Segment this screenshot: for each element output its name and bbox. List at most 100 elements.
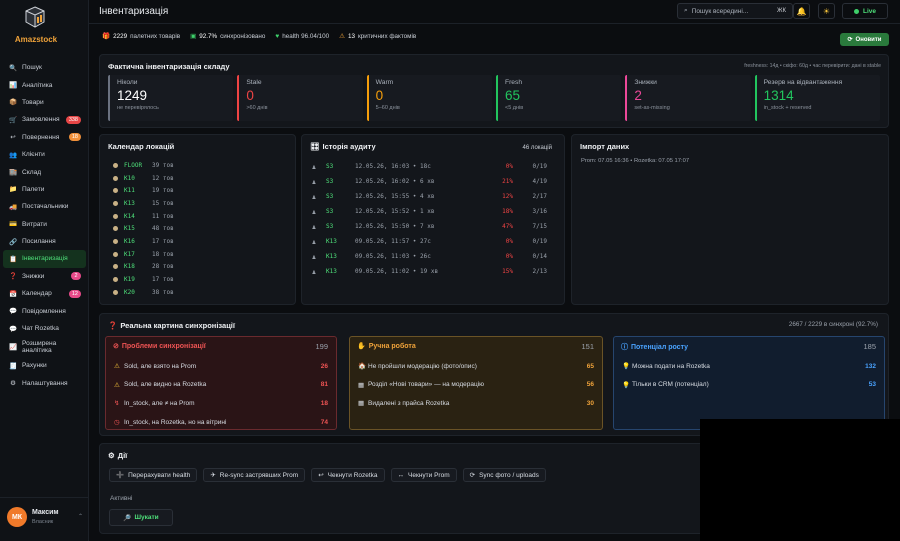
person-icon: ♟ [312, 222, 316, 231]
sun-icon: ☀ [822, 6, 831, 16]
calendar-row[interactable]: K19 17 тов [113, 273, 174, 286]
inventory-title: Фактична інвентаризація складу [108, 62, 230, 71]
sidebar-item-label: Знижки [22, 272, 45, 280]
audit-row[interactable]: ♟ K13 09.05.26, 11:57 • 27с 0% 0/19 [312, 234, 552, 249]
action-button[interactable]: ↩ Чекнути Rozetka [311, 468, 385, 482]
sidebar-item-badge: 338 [65, 115, 81, 124]
sidebar-item-label: Рахунки [22, 362, 47, 370]
sidebar-item[interactable]: 📊 Аналітика [3, 76, 86, 93]
sidebar-item-label: Інвентаризація [22, 255, 68, 263]
sync-row[interactable]: ◷ In_stock, на Rozetka, но на вітрині 74 [114, 413, 328, 432]
audit-row[interactable]: ♟ S3 12.05.26, 15:50 • 7 хв 47% 7/15 [312, 219, 552, 234]
sidebar-item[interactable]: 🚚 Постачальники [3, 198, 86, 215]
action-button[interactable]: ✈ Re-sync застрявших Prom [203, 468, 306, 482]
audit-row[interactable]: ♟ K13 09.05.26, 11:02 • 19 хв 15% 2/13 [312, 264, 552, 279]
search-icon: 🔎 [123, 514, 132, 522]
sync-row-icon: ⚠ [114, 381, 120, 389]
calendar-row[interactable]: K15 48 тов [113, 222, 174, 235]
audit-row[interactable]: ♟ K13 09.05.26, 11:03 • 26с 0% 0/14 [312, 249, 552, 264]
live-button[interactable]: Live [842, 3, 888, 19]
sidebar-item[interactable]: ⚙ Налаштування [3, 375, 86, 392]
calendar-row[interactable]: K14 11 тов [113, 210, 174, 223]
sync-row[interactable]: 💡 Тільки в CRM (потенціал) 53 [622, 376, 876, 395]
sidebar-item[interactable]: 📅 Календар 12 [3, 285, 86, 302]
inventory-card[interactable]: Резерв на відвантаження 1314 in_stock + re… [754, 75, 880, 121]
action-button[interactable]: ↔ Чекнути Prom [390, 468, 457, 482]
refresh-button[interactable]: ⟳ Оновити [840, 33, 889, 46]
sidebar-item[interactable]: 📦 Товари [3, 94, 86, 111]
sync-row[interactable]: ⚠ Sold, але видно на Rozetka 81 [114, 376, 328, 395]
sidebar-item-icon: 📅 [8, 290, 18, 298]
sidebar-item-icon: 🚚 [8, 203, 18, 211]
sync-row[interactable]: 🏠 Не пройшли модерацію (фото/опис) 65 [358, 357, 594, 376]
calendar-row[interactable]: K11 19 тов [113, 184, 174, 197]
sidebar-item[interactable]: 📋 Інвентаризація [3, 250, 86, 268]
audit-count: 46 локацій [522, 145, 552, 151]
audit-title: 🎛 Історія аудиту [310, 142, 376, 151]
brand-logo[interactable]: Amazstock [14, 6, 58, 44]
sidebar-item-icon: 📊 [8, 82, 18, 90]
calendar-location-count: 18 тов [152, 251, 174, 258]
sync-row-value: 74 [320, 418, 328, 426]
sidebar-item[interactable]: 🔍 Пошук [3, 59, 86, 76]
calendar-row[interactable]: K10 12 тов [113, 172, 174, 185]
inventory-card[interactable]: Знижки 2 set-as-missing [625, 75, 751, 121]
find-button[interactable]: 🔎 Шукати [109, 509, 173, 526]
sidebar-item[interactable]: ❓ Знижки 2 [3, 268, 86, 285]
inventory-card-label: Резерв на відвантаження [763, 79, 843, 86]
action-button[interactable]: ➕ Перерахувати health [109, 468, 198, 482]
sidebar-item[interactable]: 💳 Витрати [3, 216, 86, 233]
sidebar-item[interactable]: 🛒 Замовлення 338 [3, 111, 86, 128]
inventory-card-sub: не перевірялось [117, 105, 159, 111]
sidebar-item[interactable]: 📈 Розширена аналітика [3, 337, 86, 357]
sidebar-item-badge: 18 [68, 133, 81, 142]
question-icon: ❓ [108, 321, 118, 330]
audit-row[interactable]: ♟ S3 12.05.26, 15:55 • 4 хв 12% 2/17 [312, 189, 552, 204]
sidebar-item[interactable]: 👥 Клієнти [3, 146, 86, 163]
sidebar-item[interactable]: 🏬 Склад [3, 163, 86, 180]
sidebar-item[interactable]: 🔗 Посилання [3, 233, 86, 250]
sync-row[interactable]: ↯ In_stock, але ≠ на Prom 18 [114, 394, 328, 413]
notifications-button[interactable]: 🔔 [793, 3, 810, 19]
audit-row[interactable]: ♟ S3 12.05.26, 16:03 • 18с 0% 0/19 [312, 159, 552, 174]
sidebar-item[interactable]: 📁 Палети [3, 181, 86, 198]
chevron-updown-icon[interactable]: ⌃ [78, 514, 84, 520]
sync-row-icon: ▦ [358, 400, 365, 408]
audit-location-code: S3 [326, 208, 334, 215]
calendar-row[interactable]: K16 17 тов [113, 235, 174, 248]
audit-percent: 0% [505, 163, 513, 170]
sidebar-item[interactable]: 🧾 Рахунки [3, 357, 86, 374]
theme-toggle-button[interactable]: ☀ [818, 3, 835, 19]
sidebar-item[interactable]: ↩ Повернення 18 [3, 129, 86, 146]
sync-row[interactable]: ▦ Видалені з прайса Rozetka 30 [358, 394, 594, 413]
sidebar-item-icon: ❓ [8, 273, 18, 281]
stats-strip: 🎁 2229 палетних товарів ▣ 92.7% синхронізова… [102, 31, 426, 41]
sync-row[interactable]: ▦ Розділ «Нові товари» — на модерацію 56 [358, 376, 594, 395]
audit-time: 12.05.26, 15:52 • 1 хв [355, 208, 435, 215]
inventory-card[interactable]: Ніколи 1249 не перевірялось [108, 75, 234, 121]
sync-icon: ▣ [190, 33, 197, 40]
user-profile[interactable]: МК Максим Власник ⌃ [0, 497, 89, 541]
inventory-card[interactable]: Warm 0 5–60 днів [366, 75, 492, 121]
calendar-count-value: 12 [152, 174, 160, 182]
action-button[interactable]: ⟳ Sync фото / uploads [462, 468, 546, 482]
calendar-row[interactable]: K13 15 тов [113, 197, 174, 210]
calendar-location-count: 11 тов [152, 213, 174, 220]
calendar-count-unit: тов [162, 174, 174, 182]
audit-row[interactable]: ♟ S3 12.05.26, 15:52 • 1 хв 18% 3/16 [312, 204, 552, 219]
calendar-row[interactable]: K17 18 тов [113, 248, 174, 261]
search-input[interactable]: ⌕ Пошук всередині... ЖК [677, 3, 793, 19]
inventory-card[interactable]: Stale 0 >60 днів [237, 75, 363, 121]
inventory-card[interactable]: Fresh 65 <5 днів [495, 75, 622, 121]
calendar-row[interactable]: K20 38 тов [113, 286, 174, 299]
sidebar-item[interactable]: 💬 Повідомлення [3, 302, 86, 319]
action-button-icon: ➕ [116, 472, 125, 479]
audit-row[interactable]: ♟ S3 12.05.26, 16:02 • 6 хв 21% 4/19 [312, 174, 552, 189]
calendar-row[interactable]: K18 28 тов [113, 261, 174, 274]
calendar-row[interactable]: FLOOR 39 тов [113, 159, 174, 172]
sidebar-item-label: Посилання [22, 238, 56, 246]
sidebar-item-icon: ⚙ [10, 380, 16, 388]
sidebar-item[interactable]: 💬 Чат Rozetka [3, 320, 86, 337]
sync-row[interactable]: ⚠ Sold, але взято на Prom 26 [114, 357, 328, 376]
sync-row[interactable]: 💡 Можна подати на Rozetka 132 [622, 357, 876, 376]
